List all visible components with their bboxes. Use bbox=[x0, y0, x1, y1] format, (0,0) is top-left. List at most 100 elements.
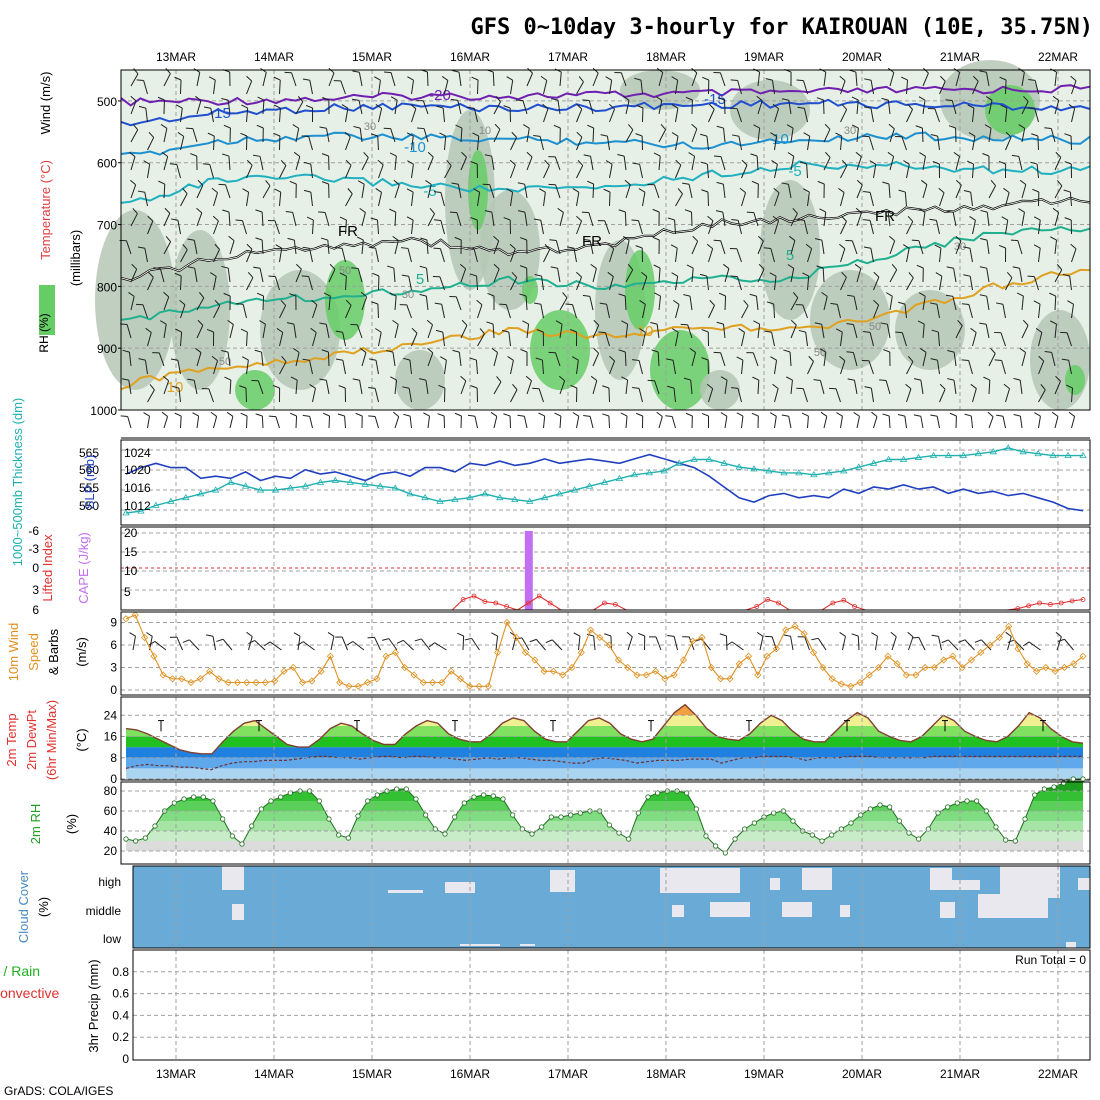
wind-barb bbox=[147, 277, 154, 291]
thickness-marker bbox=[720, 459, 728, 466]
wind-barb-flag bbox=[255, 209, 263, 213]
wind-barb bbox=[955, 72, 961, 87]
wind-speed-marker bbox=[1060, 663, 1068, 672]
wind-barb bbox=[295, 268, 302, 283]
wind-barb bbox=[947, 639, 959, 651]
wind-barb bbox=[409, 416, 412, 429]
wind-barb-flag bbox=[511, 131, 517, 138]
wind-barb bbox=[439, 276, 445, 291]
wind-barb bbox=[790, 636, 794, 651]
wind-speed-marker bbox=[605, 641, 613, 649]
wind-barb bbox=[755, 296, 759, 311]
wind-barb-flag bbox=[236, 302, 244, 305]
wind-barb-flag bbox=[392, 319, 399, 325]
wind-barb-flag bbox=[130, 179, 136, 186]
wind-barb-flag bbox=[999, 76, 1007, 81]
wind-barb bbox=[345, 193, 353, 207]
wind-barb bbox=[394, 211, 397, 227]
wind-barb bbox=[262, 295, 265, 311]
wind-barb-flag bbox=[202, 163, 210, 165]
wind-barb-flag bbox=[1038, 355, 1045, 362]
wind-barb-flag bbox=[1062, 273, 1070, 277]
wind-barb bbox=[658, 156, 661, 171]
wind-barb-flag bbox=[632, 162, 640, 165]
wind-barb bbox=[803, 220, 808, 235]
wind-barb bbox=[690, 380, 693, 395]
wind-barb bbox=[309, 248, 313, 263]
wind-barb bbox=[559, 72, 562, 87]
wind-barb-flag bbox=[945, 294, 954, 297]
wind-barb-flag bbox=[302, 246, 310, 249]
wind-barb-flag bbox=[863, 219, 871, 221]
wind-barb bbox=[576, 192, 580, 207]
wind-barb bbox=[988, 353, 996, 367]
wind-barb bbox=[493, 129, 501, 143]
wind-barb-flag bbox=[846, 323, 854, 325]
wind-barb bbox=[576, 276, 583, 291]
wind-barb bbox=[145, 108, 148, 123]
wind-barb bbox=[193, 380, 198, 395]
wind-barb-flag bbox=[835, 328, 843, 333]
lifted-index-marker bbox=[852, 604, 858, 609]
wind-barb bbox=[654, 380, 660, 395]
wind-barb-flag bbox=[149, 384, 155, 391]
wind-barb bbox=[854, 380, 858, 395]
wind-barb bbox=[1021, 128, 1026, 143]
wind-barb-flag bbox=[411, 327, 418, 334]
wind-barb bbox=[638, 220, 643, 235]
wind-barb bbox=[491, 212, 495, 227]
wind-barb bbox=[522, 100, 528, 115]
wind-barb-flag bbox=[406, 216, 414, 221]
wind-barb bbox=[955, 325, 963, 339]
thickness-marker bbox=[944, 451, 953, 459]
wind-barb-flag bbox=[963, 274, 971, 277]
wind-speed-marker bbox=[466, 682, 474, 690]
wind-barb-flag bbox=[207, 132, 215, 137]
wind-barb-flag bbox=[578, 76, 584, 83]
wind-barb bbox=[394, 156, 397, 171]
wind-barb bbox=[309, 360, 313, 375]
wind-barb-flag bbox=[1003, 187, 1010, 193]
wind10m-ylabel-1: 10m Wind bbox=[6, 623, 21, 682]
wind-speed-marker bbox=[586, 626, 595, 634]
wind-barb-flag bbox=[281, 356, 287, 362]
wind-barb-flag bbox=[873, 271, 880, 278]
wind-barb bbox=[345, 304, 352, 319]
wind-barb bbox=[856, 184, 863, 199]
rh2m-marker bbox=[133, 838, 139, 844]
isotherm-label: 5 bbox=[416, 271, 424, 288]
wind-barb bbox=[409, 360, 412, 375]
wind-barb-flag bbox=[918, 208, 926, 213]
wind-barb bbox=[309, 416, 313, 429]
wind-barb bbox=[493, 240, 500, 255]
wind-barb-flag bbox=[467, 106, 475, 109]
wind-barb bbox=[1071, 388, 1074, 403]
wind-barb-flag bbox=[375, 328, 382, 333]
wind-barb-flag bbox=[955, 235, 962, 242]
wind-barb-flag bbox=[572, 188, 580, 193]
wind-speed-marker bbox=[596, 633, 604, 642]
cloud-gap bbox=[672, 905, 684, 917]
wind-barb-flag bbox=[1051, 411, 1059, 417]
wind-speed-marker bbox=[559, 671, 567, 679]
rh2m-marker bbox=[684, 790, 690, 796]
wind-barb-flag bbox=[751, 180, 759, 185]
wind-barb-flag bbox=[770, 356, 777, 361]
wind-barb bbox=[891, 636, 897, 651]
wind-barb-flag bbox=[919, 152, 926, 157]
thickness-marker bbox=[765, 467, 773, 474]
wind-barb-flag bbox=[709, 299, 715, 306]
wind-barb-flag bbox=[357, 180, 365, 185]
thickness-marker bbox=[331, 476, 340, 483]
wind-barb bbox=[906, 109, 913, 123]
wind-barb-flag bbox=[898, 301, 906, 305]
wind-barb bbox=[227, 100, 231, 115]
wind-barb bbox=[444, 360, 447, 375]
wind-barb bbox=[127, 416, 132, 429]
wind-barb-flag bbox=[764, 330, 772, 333]
wind-barb bbox=[269, 641, 282, 651]
cloud-gap bbox=[940, 902, 955, 918]
wind-barb-flag bbox=[996, 414, 1004, 417]
wind-barb bbox=[970, 416, 973, 429]
